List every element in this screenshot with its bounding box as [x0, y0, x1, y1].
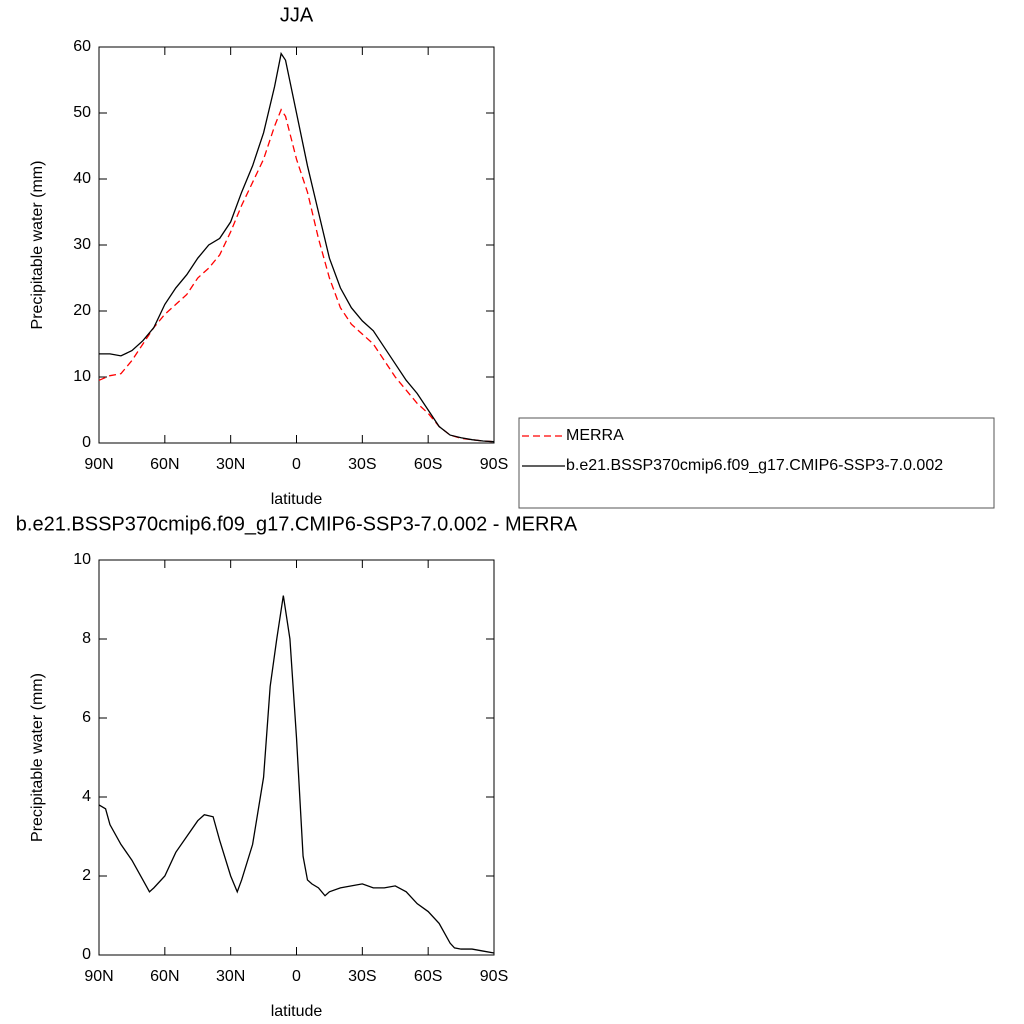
- data-line: [98, 595, 495, 954]
- chart-title: JJA: [280, 4, 314, 26]
- x-tick-label: 30S: [348, 456, 376, 473]
- plot-frame: [98, 46, 495, 444]
- x-tick-label: 30N: [216, 968, 245, 985]
- legend-frame: [518, 417, 995, 509]
- legend-label: MERRA: [566, 427, 624, 444]
- y-tick-label: 4: [82, 788, 91, 805]
- x-axis-label: latitude: [271, 1003, 323, 1020]
- legend: MERRA b.e21.BSSP370cmip6.f09_g17.CMIP6-SS…: [518, 417, 995, 509]
- x-axis-label: latitude: [271, 491, 323, 508]
- y-tick-label: 60: [73, 38, 91, 55]
- x-tick-label: 60N: [150, 968, 179, 985]
- data-line: [99, 51, 495, 443]
- y-tick-label: 0: [82, 434, 91, 451]
- y-tick-label: 10: [73, 551, 91, 568]
- data-line: [98, 108, 495, 443]
- legend-label: b.e21.BSSP370cmip6.f09_g17.CMIP6-SSP3-7.…: [566, 457, 943, 474]
- x-tick-label: 90S: [480, 968, 508, 985]
- x-tick-label: 60N: [150, 456, 179, 473]
- x-tick-label: 30N: [216, 456, 245, 473]
- x-tick-label: 30S: [348, 968, 376, 985]
- y-tick-label: 8: [82, 630, 91, 647]
- y-axis-label: Precipitable water (mm): [29, 673, 46, 842]
- x-tick-label: 60S: [414, 968, 442, 985]
- y-tick-label: 20: [73, 302, 91, 319]
- y-tick-label: 6: [82, 709, 91, 726]
- y-tick-label: 40: [73, 170, 91, 187]
- x-tick-label: 0: [292, 456, 301, 473]
- x-tick-label: 90N: [84, 968, 113, 985]
- y-tick-label: 30: [73, 236, 91, 253]
- x-tick-label: 60S: [414, 456, 442, 473]
- y-tick-label: 50: [73, 104, 91, 121]
- x-tick-label: 0: [292, 968, 301, 985]
- plot-frame: [98, 559, 495, 956]
- y-tick-label: 2: [82, 867, 91, 884]
- y-tick-label: 10: [73, 368, 91, 385]
- y-axis-label: Precipitable water (mm): [29, 161, 46, 330]
- chart-title: b.e21.BSSP370cmip6.f09_g17.CMIP6-SSP3-7.…: [16, 513, 578, 535]
- x-tick-label: 90N: [84, 456, 113, 473]
- y-tick-label: 0: [82, 946, 91, 963]
- x-tick-label: 90S: [480, 456, 508, 473]
